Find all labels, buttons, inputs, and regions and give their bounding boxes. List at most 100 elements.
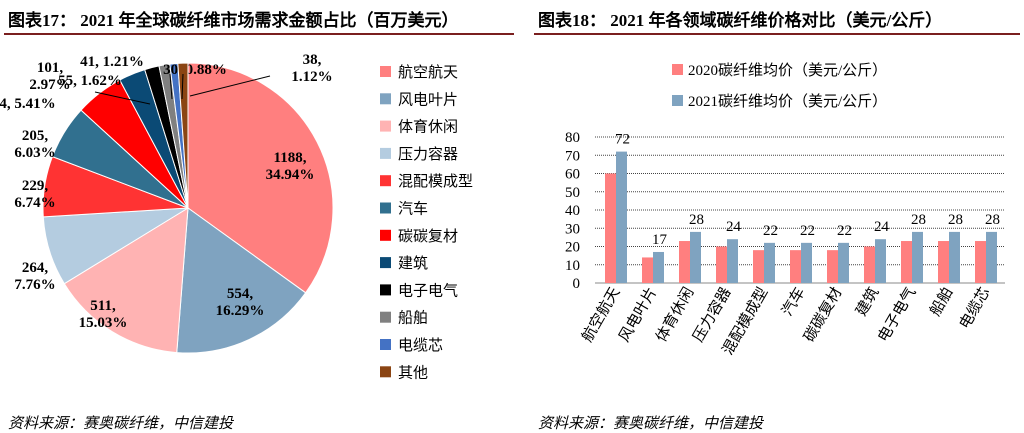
bar-0-7 [864,246,875,283]
legend-label-6: 碳碳复材 [398,227,458,245]
bar-1-0 [616,151,627,283]
pie-label-9: 41, 1.21% [80,54,144,70]
pie-slice-1 [176,207,307,354]
data-label-3: 24 [726,219,742,235]
bar-legend-swatch-1 [672,95,683,106]
data-label-10: 28 [985,212,1000,228]
data-label-1: 17 [652,232,668,248]
pie-label-3: 264, 7.76% [14,260,55,293]
right-title-rule [534,33,1020,35]
bar-1-7 [875,239,886,283]
pie-label-7: 101, 2.97% [29,60,70,93]
legend-label-8: 电子电气 [398,282,458,299]
right-source: 资料来源：赛奥碳纤维，中信建投 [538,416,764,432]
y-tick-70: 70 [565,148,580,164]
legend-swatch-7 [380,257,391,269]
legend-label-1: 风电叶片 [398,91,458,108]
bar-0-4 [753,250,764,283]
bar-1-8 [912,231,923,283]
pie-slice-11 [177,62,189,209]
y-tick-20: 20 [565,240,580,256]
pie-label-6: 184, 5.41% [0,96,56,112]
pie-label-2: 511, 15.03% [79,298,128,331]
bar-0-10 [975,241,986,283]
legend-label-5: 汽车 [398,201,428,218]
legend-swatch-2 [380,120,391,132]
leader-line-3 [189,75,271,97]
legend-label-0: 航空航天 [398,64,458,81]
pie-label-0: 1188, 34.94% [266,150,315,183]
legend-label-7: 建筑 [398,255,428,272]
pie-label-8: 55, 1.62% [58,73,122,89]
legend-label-3: 压力容器 [398,146,458,163]
y-tick-40: 40 [565,203,580,219]
legend-swatch-11 [380,366,391,378]
left-title: 图表17： 2021 年全球碳纤维市场需求金额占比（百万美元） [8,11,459,30]
bar-legend-swatch-0 [672,64,683,75]
bar-1-9 [949,231,960,283]
left-source: 资料来源：赛奥碳纤维，中信建投 [8,416,234,432]
bar-1-5 [801,242,812,283]
legend-swatch-0 [380,66,391,77]
legend-label-9: 船舶 [398,310,428,327]
legend-swatch-4 [380,175,391,187]
bar-1-3 [727,239,738,283]
x-tick-7: 建筑 [853,285,883,319]
bar-0-3 [716,246,727,283]
left-title-rule [4,33,514,35]
pie-label-10: 30, 0.88% [163,62,227,78]
data-label-4: 22 [763,223,778,239]
y-tick-0: 0 [573,276,581,292]
pie-slice-0 [187,62,334,294]
bar-0-2 [679,241,690,283]
legend-swatch-6 [380,229,391,241]
bar-1-10 [986,231,997,283]
legend-swatch-5 [380,202,391,214]
bar-1-6 [838,242,849,283]
y-tick-80: 80 [565,130,580,146]
bar-0-1 [642,257,653,283]
y-tick-50: 50 [565,185,580,201]
bar-0-0 [605,173,616,283]
bar-1-1 [653,251,664,283]
pie-slice-2 [63,207,189,354]
pie-label-4: 229, 6.74% [14,178,55,211]
bar-0-9 [938,241,949,283]
pie-label-1: 554, 16.29% [216,286,265,319]
legend-label-4: 混配模成型 [398,173,473,190]
legend-swatch-3 [380,147,391,159]
leader-line-1 [169,73,173,100]
pie-label-11: 38, 1.12% [291,52,332,85]
legend-swatch-8 [380,284,391,296]
bar-legend-label-1: 2021碳纤维均价（美元/公斤） [688,93,887,110]
bar-1-4 [764,242,775,283]
data-label-7: 24 [874,219,890,235]
x-tick-5: 汽车 [779,285,809,319]
data-label-6: 22 [837,223,852,239]
legend-label-2: 体育休闲 [398,119,458,136]
data-label-5: 22 [800,223,815,239]
leader-line-2 [181,73,184,100]
y-tick-10: 10 [565,258,580,274]
bar-0-5 [790,250,801,283]
bar-legend-label-0: 2020碳纤维均价（美元/公斤） [688,62,887,79]
leader-line-0 [94,91,151,105]
bar-0-8 [901,241,912,283]
legend-swatch-9 [380,311,391,323]
x-tick-9: 船舶 [927,285,957,319]
y-tick-60: 60 [565,167,580,183]
data-label-0: 72 [615,132,630,148]
data-label-2: 28 [689,212,704,228]
bar-1-2 [690,231,701,283]
pie-label-5: 205, 6.03% [14,128,55,161]
legend-swatch-10 [380,339,391,350]
data-label-8: 28 [911,212,926,228]
legend-swatch-1 [380,93,391,105]
legend-label-11: 其他 [398,364,428,381]
bar-0-6 [827,250,838,283]
y-tick-30: 30 [565,221,580,237]
legend-label-10: 电缆芯 [398,337,443,354]
x-tick-10: 电缆芯 [956,285,993,332]
right-title: 图表18： 2021 年各领域碳纤维价格对比（美元/公斤） [538,11,943,30]
